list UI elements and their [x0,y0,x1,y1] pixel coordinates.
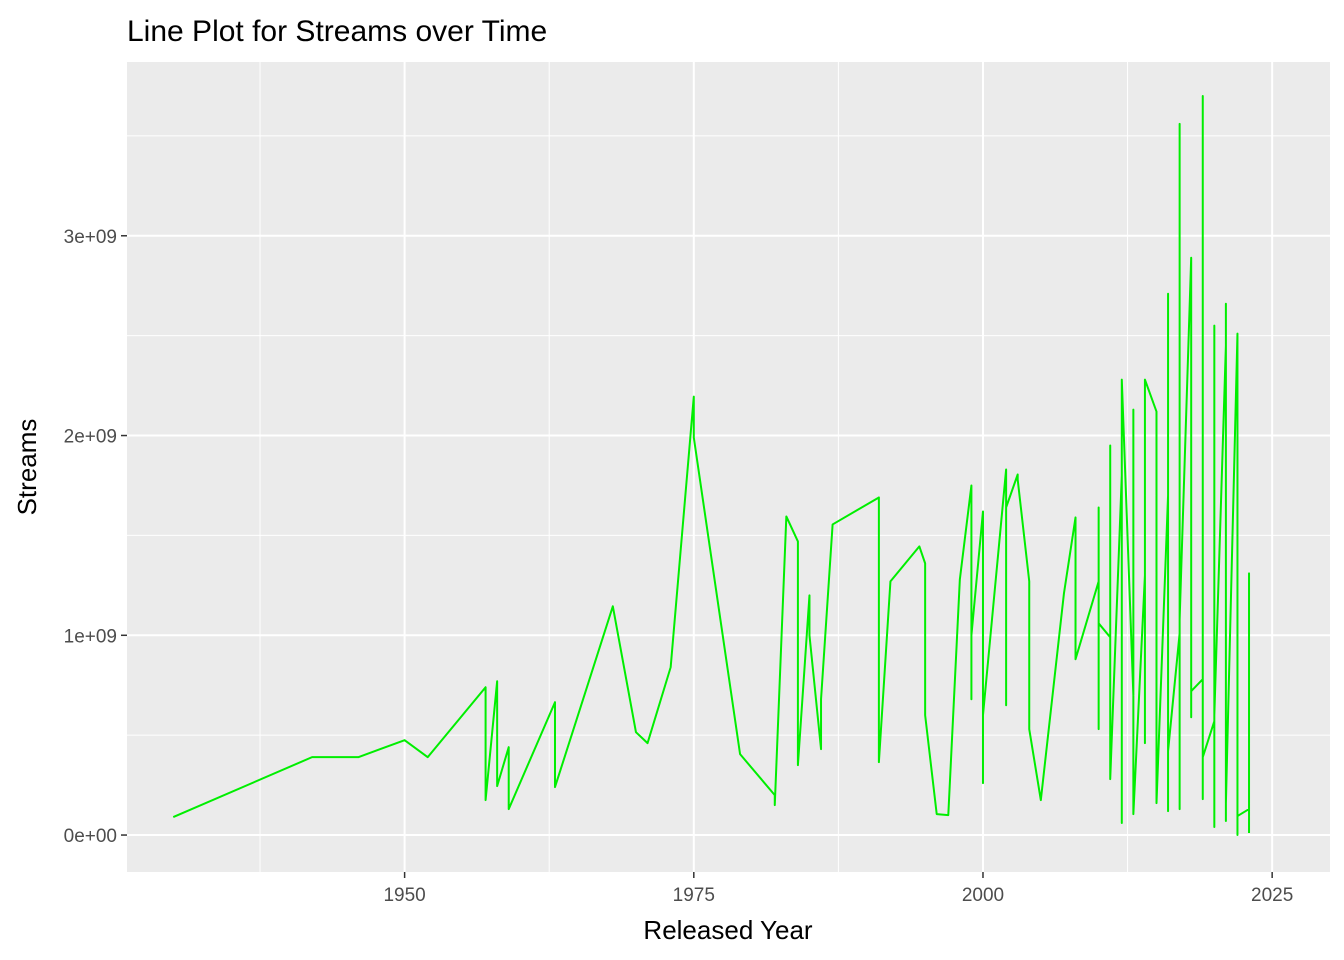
major-gridlines [127,62,1330,872]
y-tick-label: 3e+09 [64,227,117,248]
y-tick-label: 0e+00 [64,826,117,847]
minor-gridlines [127,62,1330,872]
y-axis: 0e+00 1e+09 2e+09 3e+09 [64,227,127,847]
y-axis-title: Streams [12,419,42,516]
x-tick-label: 1950 [383,885,425,906]
plot-panel [127,62,1330,872]
x-tick-label: 1975 [673,885,715,906]
x-tick-label: 2025 [1251,885,1293,906]
streams-series-line [172,94,1251,837]
y-tick-label: 2e+09 [64,427,117,448]
y-tick-label: 1e+09 [64,626,117,647]
chart-title: Line Plot for Streams over Time [127,15,547,48]
x-tick-label: 2000 [962,885,1004,906]
x-axis-title: Released Year [643,915,812,945]
x-axis: 1950 1975 2000 2025 [383,872,1293,906]
